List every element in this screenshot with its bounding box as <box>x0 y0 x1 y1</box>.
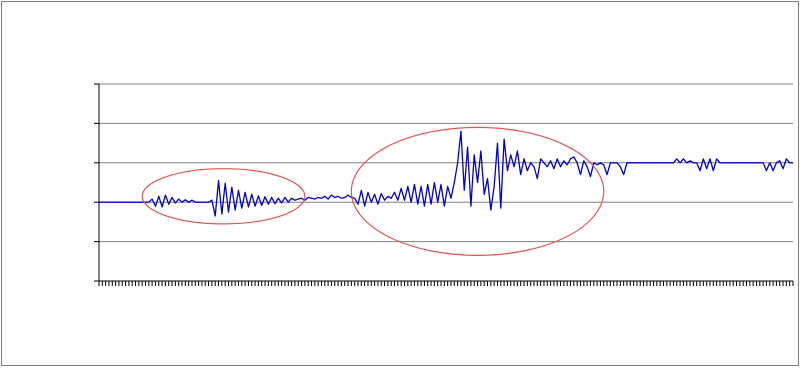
gridlines <box>99 83 793 243</box>
axes <box>94 83 793 282</box>
series-line <box>99 130 793 217</box>
highlight-ellipse-1 <box>141 168 306 225</box>
annotations <box>141 126 605 256</box>
plot-area <box>99 130 793 217</box>
x-axis-ticks <box>98 281 794 286</box>
highlight-ellipse-2 <box>350 126 605 256</box>
